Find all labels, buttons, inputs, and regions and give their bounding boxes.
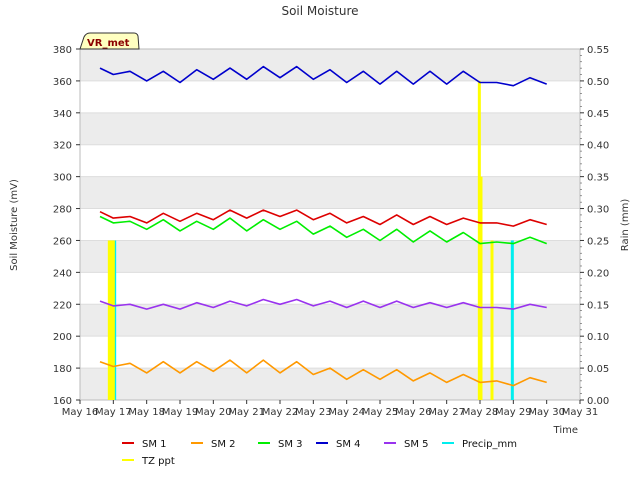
y-tick-label-2: 200 xyxy=(53,332,72,343)
y-tick-label-3: 220 xyxy=(53,300,72,311)
tz-ppt-bar-1 xyxy=(109,240,113,400)
band-3 xyxy=(80,176,580,209)
series-lines xyxy=(99,65,547,387)
legend-label-precip-mm: Precip_mm xyxy=(462,439,517,450)
legend-label-sm-1: SM 1 xyxy=(142,439,167,450)
x-tick-label-0: May 16 xyxy=(62,407,99,418)
y2-tick-label-5: 0.25 xyxy=(587,236,609,247)
x-tick-label-5: May 21 xyxy=(228,407,265,418)
precip-mm-bar-2 xyxy=(510,240,514,400)
y-axis-label: Soil Moisture (mV) xyxy=(9,179,20,271)
y2-axis-label: Rain (mm) xyxy=(620,199,631,252)
x-tick-label-12: May 28 xyxy=(462,407,499,418)
chart-title: Soil Moisture xyxy=(281,4,358,18)
y2-tick-label-8: 0.40 xyxy=(587,141,609,152)
y-tick-label-4: 240 xyxy=(53,268,72,279)
y2-tick-label-7: 0.35 xyxy=(587,173,609,184)
y-axis-ticks: 160 180 200 220 240 260 280 300 320 340 360 380 xyxy=(53,45,80,407)
y2-tick-label-4: 0.20 xyxy=(587,268,609,279)
band-1 xyxy=(80,304,580,337)
legend-label-sm-3: SM 3 xyxy=(278,439,303,450)
band-4 xyxy=(80,112,580,145)
y-tick-label-10: 360 xyxy=(53,77,72,88)
band-2 xyxy=(80,240,580,273)
tz-ppt-bar-2 xyxy=(111,240,115,400)
tz-ppt-bar-3 xyxy=(477,80,481,400)
legend-label-tz-ppt: TZ ppt xyxy=(141,456,175,467)
y-tick-label-6: 280 xyxy=(53,205,72,216)
x-tick-label-4: May 20 xyxy=(195,407,232,418)
x-tick-label-13: May 29 xyxy=(495,407,532,418)
series-line-sm-3 xyxy=(99,215,547,245)
y2-tick-label-6: 0.30 xyxy=(587,205,609,216)
y-tick-label-0: 160 xyxy=(53,396,72,407)
y2-tick-label-0: 0.00 xyxy=(587,396,609,407)
x-tick-label-1: May 17 xyxy=(95,407,132,418)
legend-label-sm-4: SM 4 xyxy=(336,439,361,450)
legend-label-sm-2: SM 2 xyxy=(211,439,236,450)
tz-ppt-bar-5 xyxy=(490,240,494,400)
station-badge: VR_met xyxy=(79,32,140,50)
x-axis-label: Time xyxy=(553,425,578,436)
x-tick-label-7: May 23 xyxy=(295,407,332,418)
tz-ppt-bar-4 xyxy=(479,176,483,400)
y2-tick-label-9: 0.45 xyxy=(587,109,609,120)
x-tick-label-3: May 19 xyxy=(162,407,199,418)
x-tick-label-2: May 18 xyxy=(128,407,165,418)
badge-label: VR_met xyxy=(87,38,130,49)
y-tick-label-1: 180 xyxy=(53,364,72,375)
y2-tick-label-1: 0.05 xyxy=(587,364,609,375)
y-tick-label-9: 340 xyxy=(53,109,72,120)
x-tick-label-6: May 22 xyxy=(262,407,299,418)
series-line-sm-1 xyxy=(99,209,547,227)
y2-tick-label-11: 0.55 xyxy=(587,45,609,56)
tz-ppt-bar-0 xyxy=(107,240,111,400)
y-tick-label-8: 320 xyxy=(53,141,72,152)
y2-tick-label-2: 0.10 xyxy=(587,332,609,343)
x-tick-label-11: May 27 xyxy=(428,407,465,418)
y2-tick-label-10: 0.50 xyxy=(587,77,609,88)
legend: SM 1 SM 2 SM 3 SM 4 SM 5 Precip_mm TZ ppt xyxy=(122,439,517,467)
x-tick-label-8: May 24 xyxy=(328,407,365,418)
band-0 xyxy=(80,368,580,400)
series-line-sm-2 xyxy=(99,359,547,387)
background-bands xyxy=(80,49,580,400)
series-line-sm-4 xyxy=(99,65,547,87)
x-tick-label-10: May 26 xyxy=(395,407,432,418)
y-tick-label-5: 260 xyxy=(53,236,72,247)
y2-axis-ticks: 0.00 0.05 0.10 0.15 0.20 0.25 0.30 0.35 0.40 0.45… xyxy=(580,45,609,407)
y-tick-label-7: 300 xyxy=(53,173,72,184)
y2-tick-label-3: 0.15 xyxy=(587,300,609,311)
x-tick-label-9: May 25 xyxy=(362,407,399,418)
badge-shape xyxy=(79,32,140,50)
series-line-sm-5 xyxy=(99,298,547,310)
y-tick-label-11: 380 xyxy=(53,45,72,56)
x-tick-label-14: May 30 xyxy=(528,407,565,418)
plot-frame xyxy=(79,48,581,401)
band-5 xyxy=(80,49,580,81)
x-tick-label-15: May 31 xyxy=(562,407,599,418)
legend-label-sm-5: SM 5 xyxy=(404,439,429,450)
rain-bars xyxy=(107,80,514,400)
